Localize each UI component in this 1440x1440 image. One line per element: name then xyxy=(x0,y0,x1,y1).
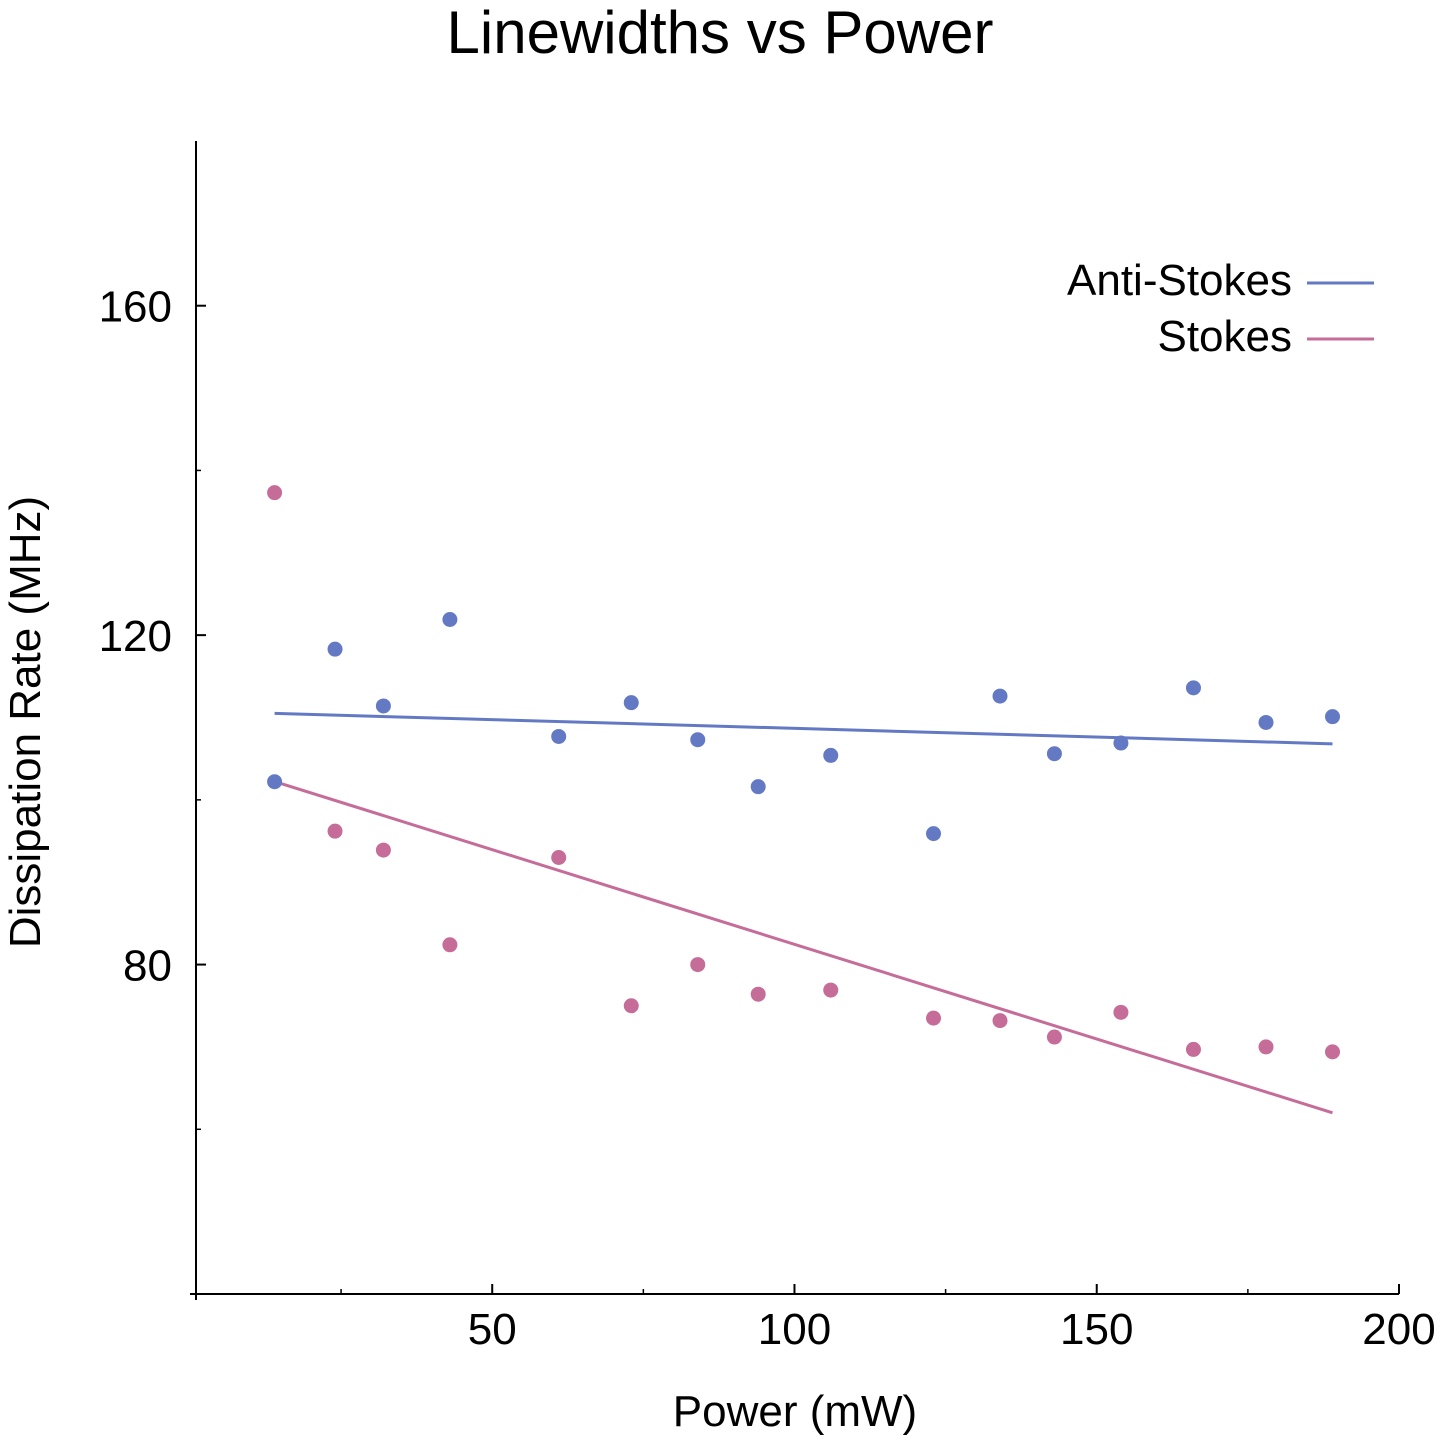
data-points xyxy=(267,485,1341,1060)
stokes-data-point xyxy=(1185,1041,1201,1057)
legend-label-anti-stokes: Anti-Stokes xyxy=(1067,256,1292,305)
anti-stokes-data-point xyxy=(1185,680,1201,696)
y-axis-label: Dissipation Rate (MHz) xyxy=(1,496,50,948)
anti-stokes-data-point xyxy=(551,728,567,744)
anti-stokes-data-point xyxy=(1113,735,1129,751)
stokes-data-point xyxy=(690,957,706,973)
y-tick-label: 120 xyxy=(99,612,172,661)
y-tick-label: 160 xyxy=(99,283,172,332)
anti-stokes-data-point xyxy=(375,698,391,714)
anti-stokes-data-point xyxy=(442,611,458,627)
stokes-data-point xyxy=(926,1010,942,1026)
stokes-data-point xyxy=(823,982,839,998)
y-tick-label: 80 xyxy=(123,942,172,991)
stokes-data-point xyxy=(327,823,343,839)
legend: Anti-Stokes Stokes xyxy=(1067,256,1374,361)
stokes-data-point xyxy=(1325,1044,1341,1060)
stokes-data-point xyxy=(623,998,639,1014)
anti-stokes-data-point xyxy=(1325,709,1341,725)
x-tick-label: 50 xyxy=(468,1305,517,1354)
anti-stokes-data-point xyxy=(750,779,766,795)
stokes-data-point xyxy=(442,937,458,953)
stokes-data-point xyxy=(992,1013,1008,1029)
stokes-data-point xyxy=(1258,1039,1274,1055)
anti-stokes-data-point xyxy=(267,774,283,790)
legend-label-stokes: Stokes xyxy=(1157,312,1292,361)
anti-stokes-data-point xyxy=(623,695,639,711)
anti-stokes-data-point xyxy=(992,688,1008,704)
stokes-data-point xyxy=(1113,1004,1129,1020)
x-tick-label: 150 xyxy=(1060,1305,1133,1354)
anti-stokes-data-point xyxy=(926,826,942,842)
ticks: 50 100 150 200 80 120 160 xyxy=(99,283,1436,1354)
stokes-data-point xyxy=(267,485,283,501)
anti-stokes-data-point xyxy=(1258,714,1274,730)
fit-lines xyxy=(274,711,1333,1115)
stokes-data-point xyxy=(375,842,391,858)
anti-stokes-data-point xyxy=(690,732,706,748)
stokes-data-point xyxy=(750,986,766,1002)
x-axis-label: Power (mW) xyxy=(673,1387,917,1436)
x-tick-label: 200 xyxy=(1362,1305,1435,1354)
chart-title: Linewidths vs Power xyxy=(446,0,994,66)
anti-stokes-data-point xyxy=(327,641,343,657)
stokes-data-point xyxy=(551,850,567,866)
stokes-data-point xyxy=(1046,1029,1062,1045)
stokes-fit-line xyxy=(280,781,1333,1115)
anti-stokes-data-point xyxy=(823,747,839,763)
x-tick-label: 100 xyxy=(758,1305,831,1354)
anti-stokes-fit-line xyxy=(274,711,1333,746)
anti-stokes-data-point xyxy=(1046,746,1062,762)
